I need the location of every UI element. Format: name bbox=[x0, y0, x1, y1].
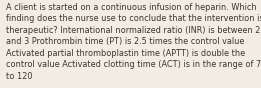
Text: A client is started on a continuous infusion of heparin. Which
finding does the : A client is started on a continuous infu… bbox=[5, 3, 261, 81]
